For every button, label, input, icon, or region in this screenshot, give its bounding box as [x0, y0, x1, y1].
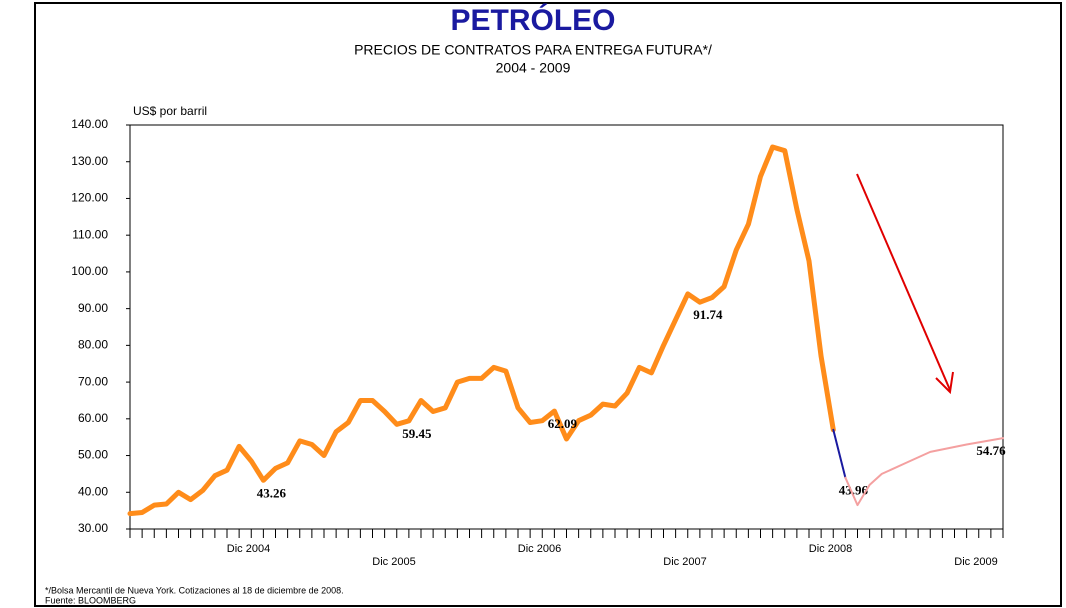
x-tick-label: Dic 2007	[663, 556, 706, 568]
y-tick-label: 80.00	[78, 338, 108, 352]
y-tick-label: 130.00	[71, 154, 108, 168]
chart-title: PETRÓLEO	[450, 3, 615, 37]
series-line	[844, 437, 1004, 507]
trend-arrow-head	[935, 371, 954, 395]
frame	[34, 2, 1062, 607]
source: Fuente: BLOOMBERG	[45, 595, 136, 605]
y-tick-label: 110.00	[72, 227, 108, 241]
period: 2004 - 2009	[496, 60, 571, 76]
data-label: 43.26	[257, 485, 287, 500]
footnote: */Bolsa Mercantil de Nueva York. Cotizac…	[45, 585, 344, 595]
data-label: 43.96	[839, 483, 869, 498]
x-tick-label: Dic 2004	[227, 543, 270, 555]
y-tick-label: 60.00	[78, 411, 108, 425]
plot-area	[129, 124, 1004, 530]
y-tick-label: 30.00	[78, 521, 108, 535]
x-tick-label: Dic 2006	[518, 543, 561, 555]
y-tick-label: 100.00	[71, 264, 108, 278]
data-label: 91.74	[693, 307, 723, 322]
x-tick-label: Dic 2008	[809, 543, 852, 555]
y-tick-label: 70.00	[78, 374, 108, 388]
series-line	[832, 428, 847, 479]
x-tick-label: Dic 2009	[954, 556, 997, 568]
y-tick-label: 50.00	[78, 448, 108, 462]
y-tick-label: 140.00	[71, 117, 108, 131]
data-label: 59.45	[402, 426, 432, 441]
y-axis-label: US$ por barril	[133, 104, 207, 118]
data-label: 62.09	[548, 416, 578, 431]
trend-arrow	[856, 173, 951, 391]
chart-subtitle: PRECIOS DE CONTRATOS PARA ENTREGA FUTURA…	[354, 42, 712, 58]
data-label: 54.76	[976, 443, 1006, 458]
y-tick-label: 120.00	[71, 191, 108, 205]
y-tick-label: 40.00	[78, 484, 108, 498]
x-tick-label: Dic 2005	[372, 556, 415, 568]
series-line	[127, 144, 836, 517]
y-tick-label: 90.00	[78, 301, 108, 315]
